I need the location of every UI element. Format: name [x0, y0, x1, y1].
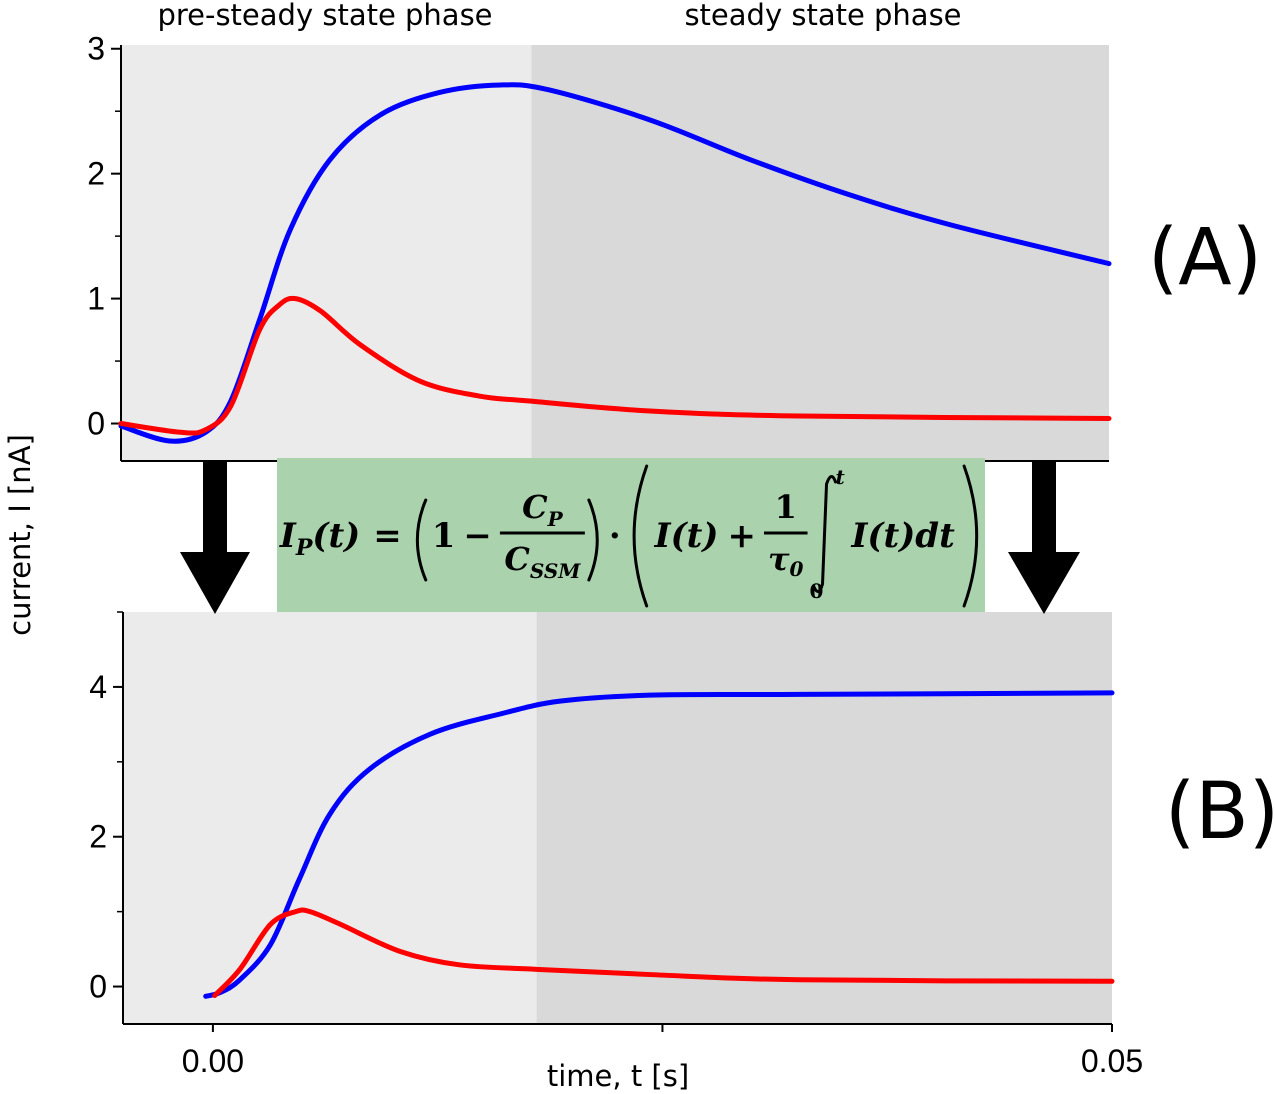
y-tick-label: 0	[89, 969, 107, 1005]
x-axis-label: time, t [s]	[547, 1059, 689, 1093]
shaded-region-steady	[536, 612, 1112, 1024]
formula-box: IP(t) = 1 − CP CSSM · I(t) + 1 τ0 t 0 I(…	[277, 458, 985, 612]
formula-tau-numerator: 1	[775, 488, 797, 526]
panel-label-a: (A)	[1148, 213, 1262, 303]
formula-paren-right-small	[587, 498, 599, 582]
y-tick-label: 4	[89, 669, 107, 705]
series-line-red	[118, 295, 1112, 436]
formula-integral-lower: 0	[810, 579, 824, 603]
panel-b-plot: 0 2 4 0.00 0.05	[89, 611, 1143, 1079]
x-tick-label: 0.00	[182, 1043, 244, 1079]
arrow-down-icon-left	[180, 462, 250, 614]
series-line-blue	[203, 690, 1115, 999]
formula-paren-left-large	[632, 464, 649, 608]
phase-label-steady: steady state phase	[684, 0, 961, 32]
y-axis-label: current, I [nA]	[3, 434, 37, 636]
y-tick-label: 1	[87, 281, 105, 317]
formula-equals: =	[373, 516, 402, 556]
formula-paren-right-large	[962, 464, 979, 608]
y-tick-label: 3	[87, 31, 105, 67]
formula-tau: τ0	[768, 540, 804, 581]
formula-integrand: I(t)dt	[851, 516, 956, 556]
panel-a-plot: 0 1 2 3	[87, 31, 1112, 469]
formula-background	[277, 458, 985, 612]
formula-current: I(t)	[654, 516, 719, 556]
arrow-down-icon-right	[1008, 462, 1080, 614]
formula-minus: −	[463, 516, 492, 556]
series-line-red	[212, 907, 1115, 999]
formula-one: 1	[432, 516, 456, 556]
formula-paren-left-small	[415, 498, 428, 582]
integral-icon	[812, 475, 838, 593]
y-tick-label: 0	[87, 406, 105, 442]
panel-label-b: (B)	[1165, 767, 1275, 857]
formula-integral-upper: t	[836, 465, 846, 489]
y-tick-label: 2	[87, 156, 105, 192]
formula-numerator: CP	[522, 488, 563, 531]
formula-lhs: IP(t)	[279, 516, 360, 561]
x-tick-label: 0.05	[1081, 1043, 1143, 1079]
phase-label-pre-steady: pre-steady state phase	[157, 0, 492, 32]
formula-denominator: CSSM	[504, 540, 581, 583]
y-tick-label: 2	[89, 819, 107, 855]
formula-dot: ·	[609, 516, 621, 556]
formula-plus: +	[727, 516, 756, 556]
shaded-region-pre-steady	[121, 45, 532, 461]
